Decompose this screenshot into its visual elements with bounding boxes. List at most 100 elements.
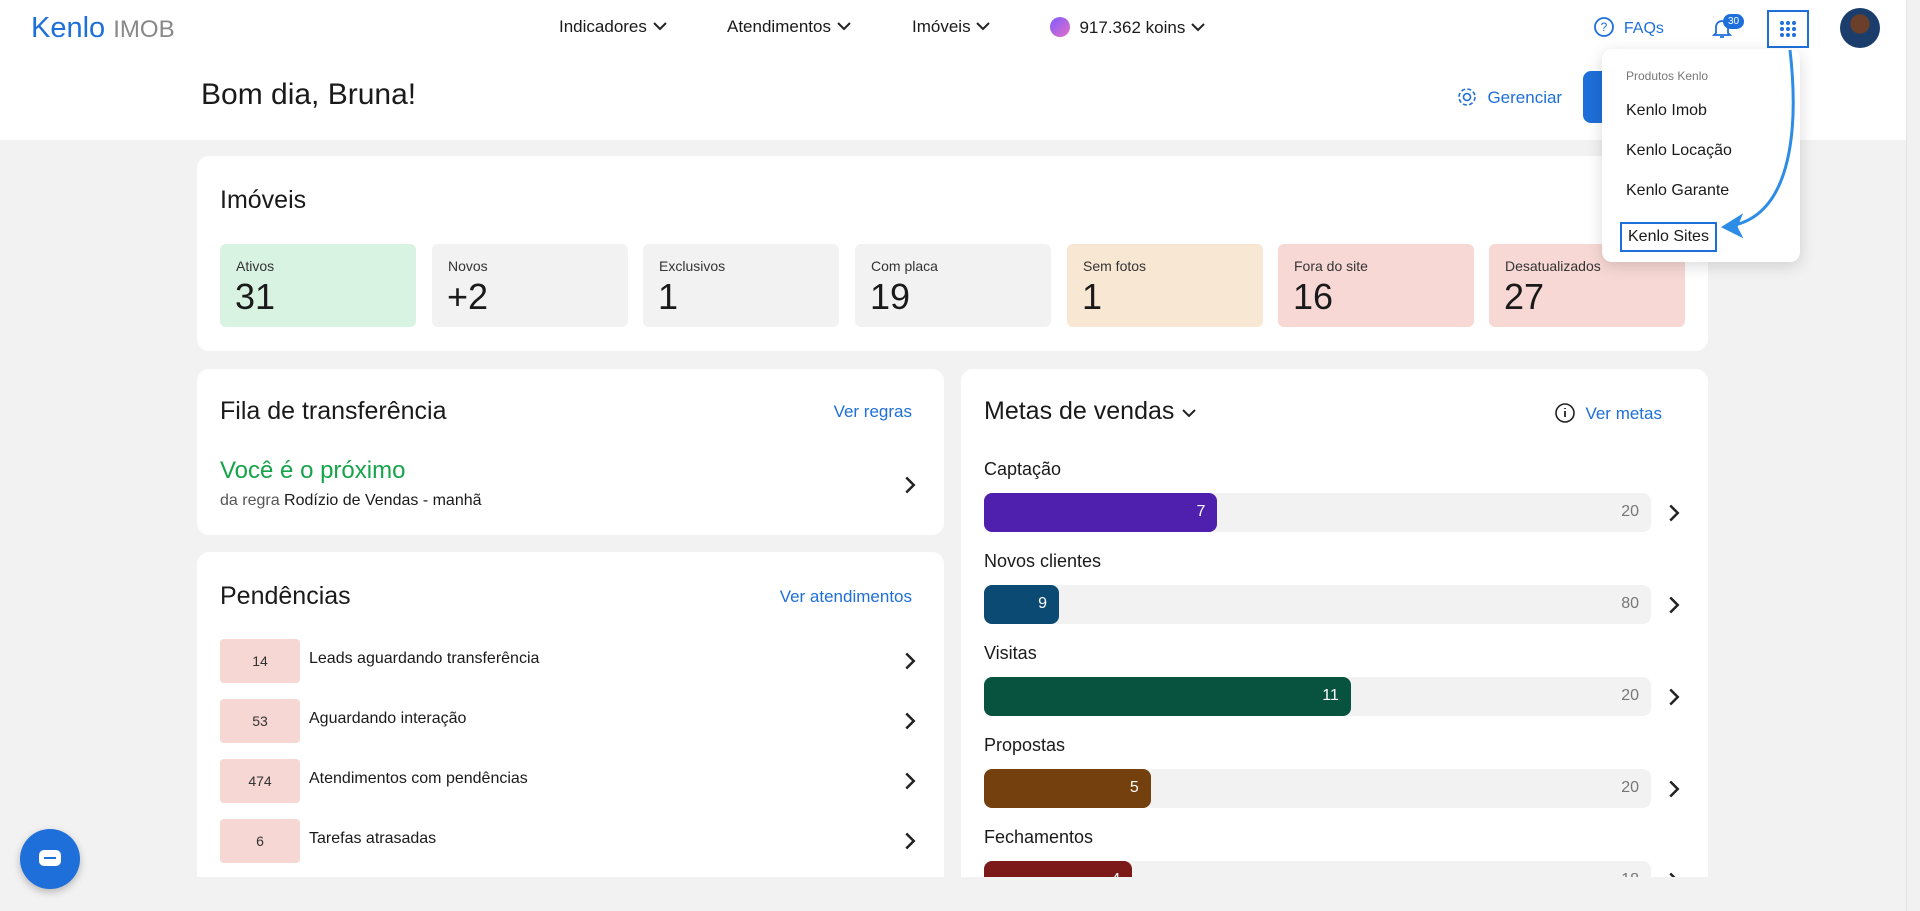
- chevron[interactable]: [903, 831, 917, 851]
- logo-product: IMOB: [113, 16, 175, 43]
- tile-label: Desatualizados: [1505, 258, 1601, 274]
- tile-value: 27: [1504, 276, 1545, 317]
- goal-label: Visitas: [984, 643, 1037, 663]
- tile-label: Exclusivos: [659, 258, 726, 274]
- nav-item[interactable]: Imóveis: [912, 17, 991, 37]
- metas-card: Metas de vendas Ver metas Captação 7 20 Nov…: [961, 369, 1708, 889]
- faqs[interactable]: ? FAQs: [1593, 16, 1664, 38]
- notification-count: 30: [1723, 14, 1745, 29]
- rule: da regra Rodízio de Vendas - manhã: [220, 492, 482, 510]
- chevron[interactable]: [903, 771, 917, 791]
- tile-value: +2: [447, 276, 489, 317]
- tile-value: 19: [870, 276, 911, 317]
- goal-value: 7: [1196, 503, 1206, 520]
- goal-bar: 9: [984, 585, 1060, 624]
- goal-bar: 11: [984, 677, 1351, 716]
- chevron[interactable]: [1667, 595, 1681, 615]
- scrollbar[interactable]: [1906, 0, 1920, 911]
- count-badge: 53: [220, 699, 300, 743]
- greeting: Bom dia, Bruna!: [201, 78, 417, 111]
- avatar[interactable]: [1840, 8, 1880, 48]
- tile-value: 31: [235, 276, 276, 317]
- card-title: Imóveis: [220, 186, 307, 214]
- nav-label: Atendimentos: [727, 17, 831, 36]
- tile[interactable]: Desatualizados 27: [1489, 244, 1685, 327]
- tile[interactable]: Novos +2: [432, 244, 628, 327]
- goal-label: Captação: [984, 459, 1062, 479]
- tile-label: Com placa: [871, 258, 938, 274]
- logo-brand: Kenlo: [31, 12, 106, 44]
- apps-button[interactable]: [1767, 10, 1809, 48]
- count-badge: 474: [220, 759, 300, 803]
- koins-label: 917.362 koins: [1079, 18, 1186, 37]
- status: Você é o próximo: [220, 457, 406, 484]
- menu-item[interactable]: Kenlo Imob: [1626, 102, 1707, 119]
- tile[interactable]: Fora do site 16: [1278, 244, 1474, 327]
- goal-target: 20: [1621, 503, 1639, 520]
- chat-button[interactable]: [20, 829, 80, 889]
- faqs-label: FAQs: [1623, 20, 1664, 37]
- logo[interactable]: Kenlo IMOB: [31, 12, 175, 45]
- tile[interactable]: Exclusivos 1: [643, 244, 839, 327]
- tile-value: 1: [658, 276, 679, 317]
- goal-value: 9: [1038, 595, 1048, 612]
- link[interactable]: Ver regras: [833, 402, 912, 421]
- goal-target: 80: [1621, 595, 1639, 612]
- tile-value: 16: [1293, 276, 1334, 317]
- goal-target: 20: [1621, 779, 1639, 796]
- menu-heading: Produtos Kenlo: [1626, 69, 1709, 83]
- tile-label: Fora do site: [1294, 258, 1368, 274]
- chevron[interactable]: [903, 711, 917, 731]
- svg-text:?: ?: [1601, 20, 1608, 34]
- metas-link: Ver metas: [1585, 404, 1662, 423]
- card-title: Fila de transferência: [220, 397, 447, 425]
- metas-title: Metas de vendas: [984, 397, 1175, 425]
- nav-item[interactable]: Indicadores: [559, 17, 668, 37]
- goal-value: 11: [1322, 687, 1339, 704]
- pending-label[interactable]: Tarefas atrasadas: [309, 830, 437, 847]
- count-badge: 6: [220, 819, 300, 863]
- menu-item[interactable]: Kenlo Garante: [1626, 182, 1730, 199]
- manage-label: Gerenciar: [1487, 88, 1563, 107]
- goal-value: 5: [1129, 779, 1139, 796]
- nav-label: Indicadores: [559, 17, 647, 36]
- rule-name: Rodízio de Vendas - manhã: [284, 492, 482, 509]
- chevron[interactable]: [1667, 779, 1681, 799]
- menu-item[interactable]: Kenlo Sites: [1620, 222, 1717, 252]
- bottom-strip: [0, 877, 1920, 911]
- tile[interactable]: Sem fotos 1: [1067, 244, 1263, 327]
- chevron[interactable]: [903, 651, 917, 671]
- link[interactable]: Ver atendimentos: [779, 587, 912, 606]
- fila-card: Fila de transferência Ver regras Você é …: [197, 369, 944, 535]
- nav-label: Imóveis: [912, 17, 971, 36]
- tile-label: Ativos: [236, 258, 275, 274]
- pending-label[interactable]: Aguardando interação: [309, 710, 467, 727]
- goal-track: 5 20: [984, 769, 1651, 808]
- tile[interactable]: Ativos 31: [220, 244, 416, 327]
- tile-label: Sem fotos: [1083, 258, 1147, 274]
- chevron[interactable]: [903, 475, 917, 495]
- tile[interactable]: Com placa 19: [855, 244, 1051, 327]
- tile-label: Novos: [448, 258, 488, 274]
- tile-value: 1: [1082, 276, 1103, 317]
- goal-track: 9 80: [984, 585, 1651, 624]
- menu-item[interactable]: Kenlo Locação: [1626, 142, 1732, 159]
- card-title[interactable]: Metas de vendas: [984, 397, 1197, 426]
- pending-label[interactable]: Atendimentos com pendências: [309, 770, 528, 787]
- chevron[interactable]: [1667, 503, 1681, 523]
- manage[interactable]: Gerenciar: [1456, 86, 1562, 108]
- link[interactable]: Ver metas: [1554, 402, 1662, 424]
- pendencias-card: Pendências Ver atendimentos 14 Leads agua…: [197, 552, 944, 892]
- apps-menu: Produtos Kenlo Kenlo Imob Kenlo Locação …: [1602, 49, 1800, 262]
- goal-bar: 5: [984, 769, 1151, 808]
- chevron[interactable]: [1667, 687, 1681, 707]
- card-title: Pendências: [220, 582, 351, 610]
- koins[interactable]: 917.362 koins: [1050, 17, 1206, 38]
- nav-item[interactable]: Atendimentos: [727, 17, 852, 37]
- pending-label[interactable]: Leads aguardando transferência: [309, 650, 540, 667]
- count-badge: 14: [220, 639, 300, 683]
- goal-track: 7 20: [984, 493, 1651, 532]
- goal-bar: 7: [984, 493, 1218, 532]
- goal-target: 20: [1621, 687, 1639, 704]
